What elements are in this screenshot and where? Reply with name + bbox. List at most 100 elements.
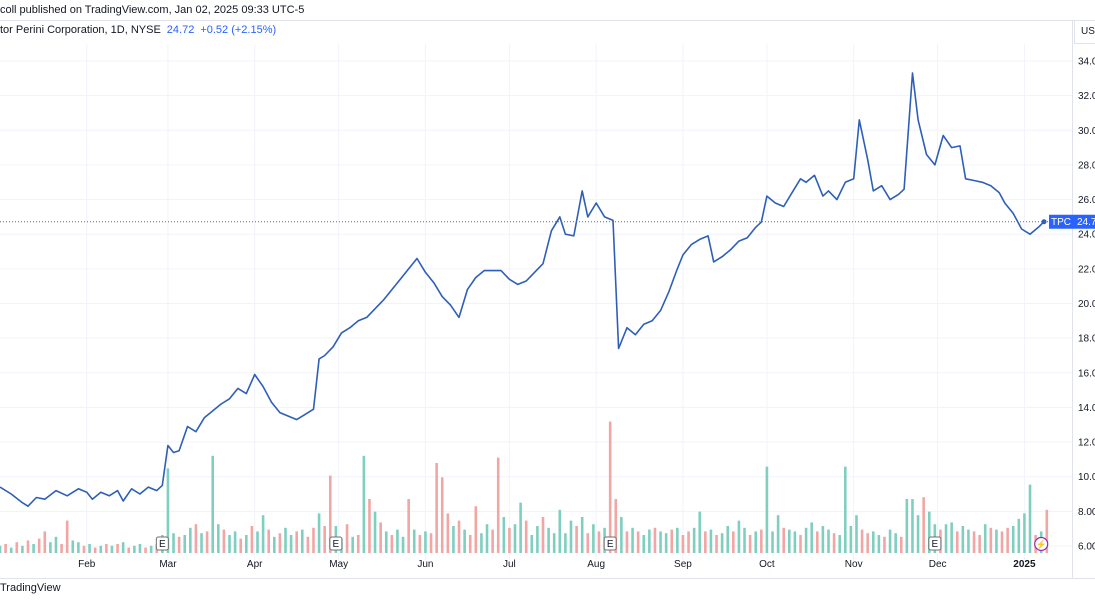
volume-bar [469,535,472,553]
volume-bar [178,537,181,553]
volume-bar [407,499,410,553]
volume-bar [894,533,897,553]
volume-bar [665,533,668,553]
volume-bar [144,548,147,553]
volume-bar [15,542,18,553]
volume-bar [430,533,433,553]
volume-bar [1029,485,1032,553]
volume-bar [105,544,108,553]
volume-bar [267,530,270,553]
volume-bar [55,537,58,553]
volume-bar [514,524,517,553]
volume-bar [391,535,394,553]
volume-bar [782,528,785,553]
volume-bar [598,531,601,553]
volume-bar [883,537,886,553]
volume-bar [609,422,612,553]
volume-bar [844,467,847,553]
volume-bar [251,526,254,553]
volume-bar [94,548,97,553]
y-tick-label: 8.00 [1078,507,1095,518]
volume-bar [810,522,813,553]
volume-bar [642,535,645,553]
volume-bar [139,544,142,553]
volume-bar [295,531,298,553]
volume-bar [738,521,741,553]
volume-bar [575,526,578,553]
volume-bar [704,531,707,553]
earnings-marker[interactable]: E [330,537,342,550]
volume-bar [284,528,287,553]
volume-bar [525,521,528,553]
volume-bar [301,530,304,553]
volume-bar [60,544,63,553]
volume-bar [486,524,489,553]
volume-bar [693,528,696,553]
earnings-marker[interactable]: E [156,537,168,550]
volume-bar [878,535,881,553]
volume-bar [542,517,545,553]
volume-bar [721,533,724,553]
volume-bar [239,539,242,553]
volume-bar [984,524,987,553]
volume-bar [866,533,869,553]
volume-bar [172,533,175,553]
volume-bar [217,524,220,553]
volume-bar [872,531,875,553]
x-tick-label: Sep [674,559,692,570]
volume-bar [273,537,276,553]
volume-bar [206,531,209,553]
volume-bar [805,528,808,553]
earnings-marker[interactable]: E [929,537,941,550]
volume-bar [424,531,427,553]
volume-bar [794,531,797,553]
volume-bar [402,537,405,553]
volume-bar [363,456,366,553]
volume-bar [637,531,640,553]
y-tick-label: 26.0 [1078,195,1095,206]
volume-bar [978,535,981,553]
dividend-marker-label: ⚡ [1036,539,1047,551]
volume-bar [564,533,567,553]
y-tick-label: 6.00 [1078,542,1095,553]
x-tick-label: 2025 [1013,559,1036,570]
volume-bar [945,524,948,553]
earnings-marker[interactable]: E [604,537,616,550]
volume-bar [771,531,774,553]
volume-bar [570,521,573,553]
volume-bar [38,539,41,553]
volume-bar [531,535,534,553]
volume-bar [766,467,769,553]
volume-bar [480,533,483,553]
x-tick-label: Oct [759,559,775,570]
earnings-marker-label: E [333,539,340,550]
volume-bar [463,530,466,553]
x-tick-label: Feb [78,559,96,570]
ticker-tag-label: TPC [1051,217,1071,228]
volume-bar [1001,531,1004,553]
volume-bar [1006,528,1009,553]
volume-bar [77,542,80,553]
volume-bar [995,530,998,553]
volume-bar [626,531,629,553]
volume-bar [447,513,450,553]
x-tick-label: Jul [503,559,516,570]
volume-bar [256,531,259,553]
volume-bar [99,546,102,553]
volume-bars [0,422,1048,553]
volume-bar [458,521,461,553]
tradingview-brand[interactable]: TradingView [0,582,61,594]
volume-bar [732,531,735,553]
x-tick-label: Nov [845,559,863,570]
volume-bar [1012,526,1015,553]
volume-bar [4,544,7,553]
volume-bar [838,535,841,553]
volume-bar [211,456,214,553]
volume-bar [374,512,377,553]
y-tick-label: 32.0 [1078,91,1095,102]
volume-bar [586,533,589,553]
y-tick-label: 12.0 [1078,438,1095,449]
dividend-marker[interactable]: ⚡ [1035,538,1048,551]
